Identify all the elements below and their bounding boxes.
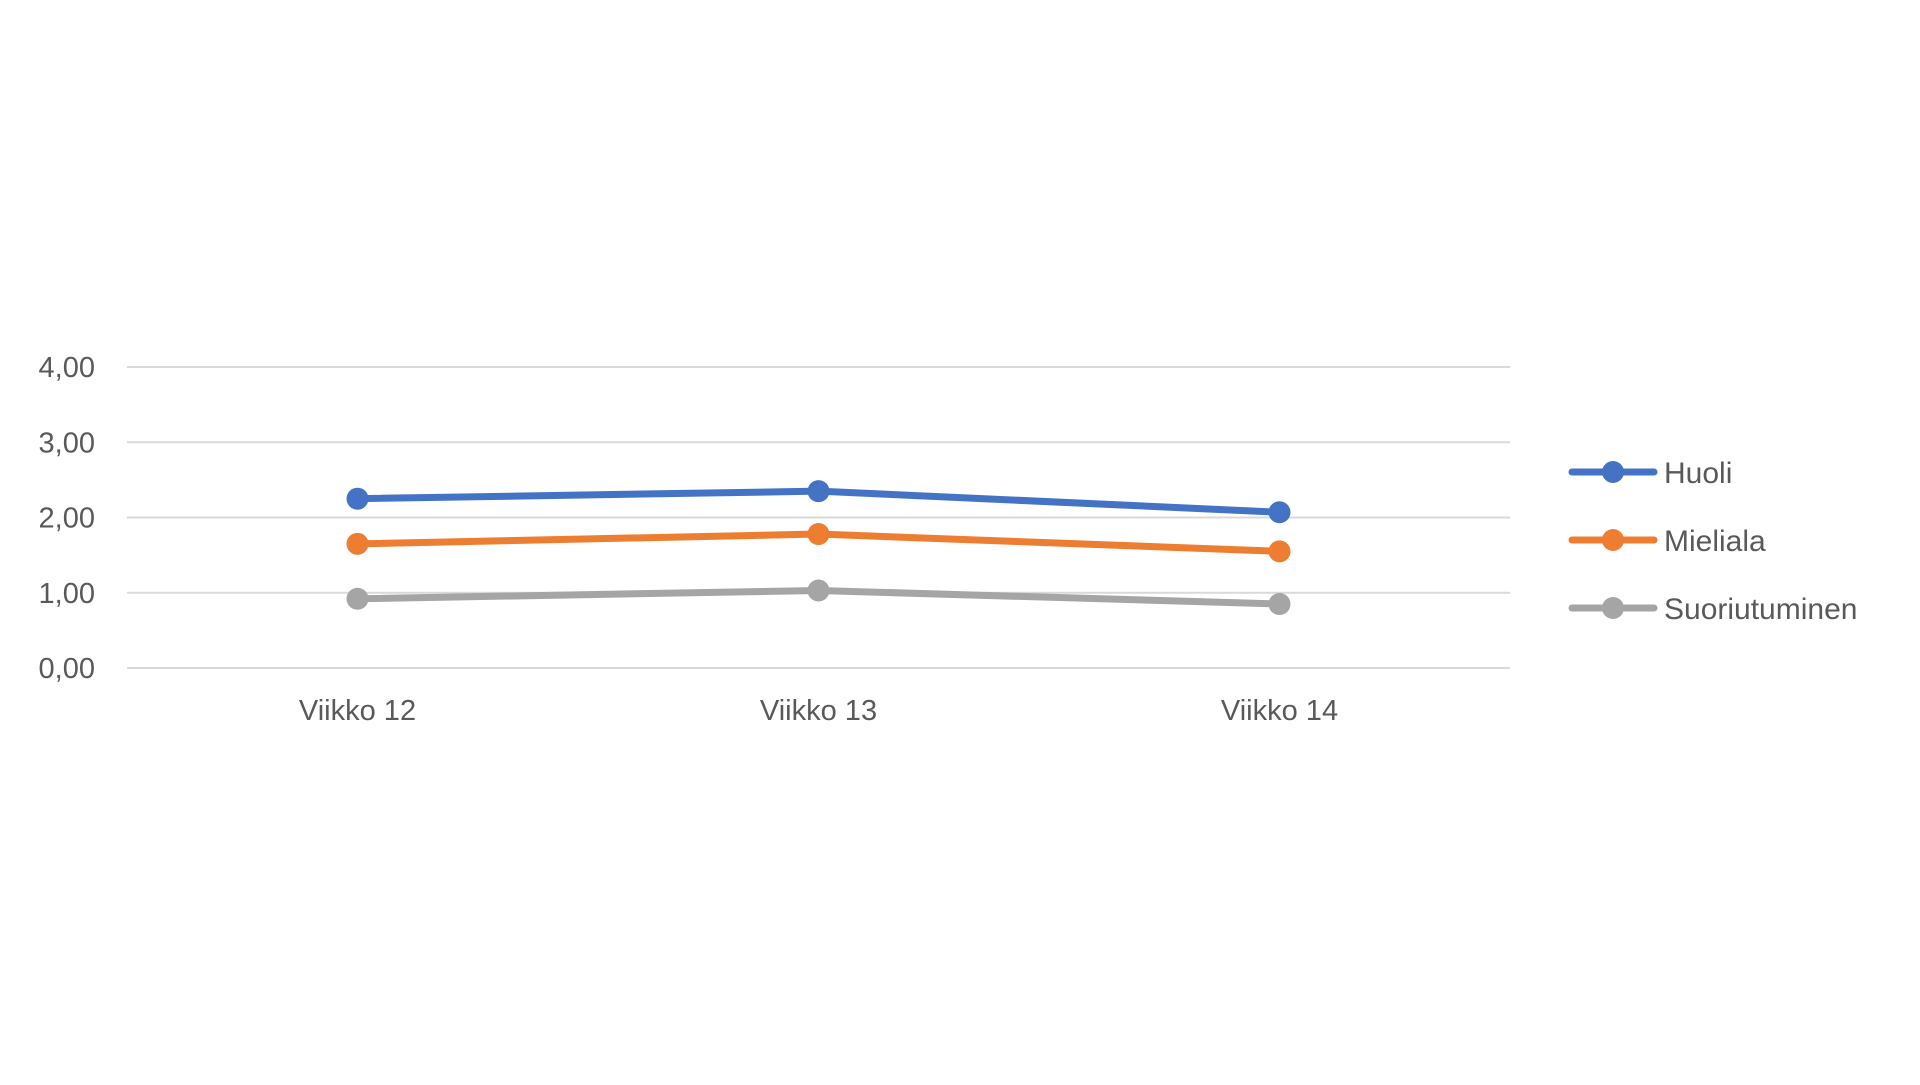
series-huoli	[346, 480, 1291, 524]
series-layer	[346, 480, 1291, 616]
x-axis-ticks: Viikko 12 Viikko 13 Viikko 14	[299, 695, 1338, 727]
data-point	[1268, 501, 1291, 524]
y-tick-label: 4,00	[39, 352, 95, 384]
legend-label: Suoriutuminen	[1664, 593, 1857, 626]
data-point	[1268, 540, 1291, 563]
legend-swatch-marker	[1602, 529, 1624, 551]
series-mieliala	[346, 523, 1291, 563]
data-point	[1268, 593, 1291, 616]
x-tick-label: Viikko 13	[760, 695, 877, 727]
x-tick-label: Viikko 12	[299, 695, 416, 727]
legend-label: Huoli	[1664, 457, 1732, 490]
y-tick-label: 1,00	[39, 578, 95, 610]
data-point	[346, 532, 369, 555]
legend-swatch-marker	[1602, 597, 1624, 619]
legend-entry: Mieliala	[1568, 525, 1766, 558]
series-suoriutuminen	[346, 579, 1291, 616]
legend-label: Mieliala	[1664, 525, 1766, 558]
y-axis-ticks: 0,00 1,00 2,00 3,00 4,00	[39, 352, 95, 685]
data-point	[807, 480, 830, 503]
grid-layer	[127, 366, 1510, 669]
data-point	[807, 579, 830, 602]
x-tick-label: Viikko 14	[1221, 695, 1338, 727]
y-tick-label: 0,00	[39, 653, 95, 685]
y-tick-label: 2,00	[39, 503, 95, 535]
data-point	[346, 487, 369, 510]
data-point	[346, 587, 369, 610]
y-tick-label: 3,00	[39, 427, 95, 459]
legend-swatch-marker	[1602, 461, 1624, 483]
legend: Huoli Mieliala Suoriutuminen	[1568, 457, 1857, 626]
legend-entry: Huoli	[1568, 457, 1732, 490]
data-point	[807, 523, 830, 546]
legend-entry: Suoriutuminen	[1568, 593, 1857, 626]
